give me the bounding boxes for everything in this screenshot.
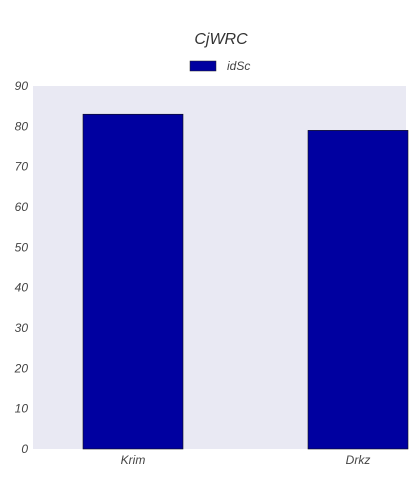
bars (82, 113, 409, 450)
bar-krim (82, 113, 184, 450)
y-tick-label: 20 (14, 361, 29, 375)
y-tick-label: 70 (15, 160, 29, 174)
legend-label: idSc (227, 59, 250, 73)
y-axis-ticks: 0 10 20 30 40 50 60 70 80 90 (14, 79, 29, 456)
y-tick-label: 80 (15, 119, 29, 133)
y-tick-label: 60 (15, 200, 29, 214)
legend-swatch (189, 60, 217, 72)
y-tick-label: 90 (15, 79, 29, 93)
y-tick-label: 50 (15, 240, 29, 254)
legend: idSc (189, 59, 250, 73)
x-tick-label: Drkz (346, 453, 371, 467)
chart-title: CjWRC (194, 31, 248, 48)
y-tick-label: 30 (15, 321, 29, 335)
x-axis-ticks: Krim Drkz (121, 453, 371, 467)
bar-drkz (307, 130, 409, 450)
x-tick-label: Krim (121, 453, 146, 467)
y-tick-label: 0 (21, 442, 28, 456)
y-tick-label: 40 (15, 281, 29, 295)
y-tick-label: 10 (15, 402, 29, 416)
